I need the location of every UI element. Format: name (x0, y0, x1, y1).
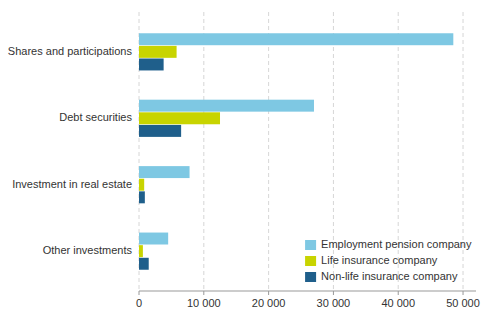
chart: Other investments Investment in real esta… (0, 0, 492, 321)
legend-label: Employment pension company (321, 238, 472, 250)
bar (139, 112, 220, 124)
category-label: Debt securities (59, 111, 132, 123)
legend-item: Employment pension company (305, 238, 472, 250)
legend: Employment pension company Life insurance… (305, 238, 472, 282)
background (0, 0, 492, 321)
bar (139, 59, 164, 71)
legend-item: Life insurance company (305, 254, 438, 266)
bars (139, 33, 453, 269)
x-tick-label: 50 000 (446, 297, 480, 309)
bar (139, 245, 143, 257)
x-tick-label: 30 000 (317, 297, 351, 309)
x-tick-label: 10 000 (187, 297, 221, 309)
x-tick (268, 291, 269, 295)
x-tick (333, 291, 334, 295)
category-label: Other investments (43, 244, 133, 256)
bar (139, 166, 190, 178)
legend-swatch (305, 240, 316, 250)
bar (139, 233, 168, 245)
category-label: Investment in real estate (12, 178, 132, 190)
x-tick (398, 291, 399, 295)
category-label: Shares and participations (8, 45, 133, 57)
legend-swatch (305, 272, 316, 282)
x-tick-label: 0 (136, 297, 142, 309)
grid-line (203, 12, 204, 291)
bar (139, 258, 149, 270)
x-tick-label: 20 000 (252, 297, 286, 309)
legend-swatch (305, 256, 316, 266)
x-tick (139, 291, 140, 295)
chart-container: Other investments Investment in real esta… (0, 0, 492, 321)
bar (139, 46, 177, 58)
bar (139, 179, 144, 191)
x-axis-line (139, 291, 476, 292)
x-tick (203, 291, 204, 295)
bar (139, 191, 145, 203)
x-tick-label: 40 000 (381, 297, 415, 309)
bar (139, 33, 453, 45)
x-tick (463, 291, 464, 295)
bar (139, 100, 314, 112)
legend-label: Life insurance company (321, 254, 438, 266)
legend-item: Non-life insurance company (305, 270, 458, 282)
x-axis: 0 10 000 20 000 30 000 40 000 50 000 (136, 291, 480, 309)
bar (139, 125, 181, 137)
legend-label: Non-life insurance company (321, 270, 458, 282)
y-axis-labels: Other investments Investment in real esta… (8, 45, 133, 256)
grid-line (268, 12, 269, 291)
